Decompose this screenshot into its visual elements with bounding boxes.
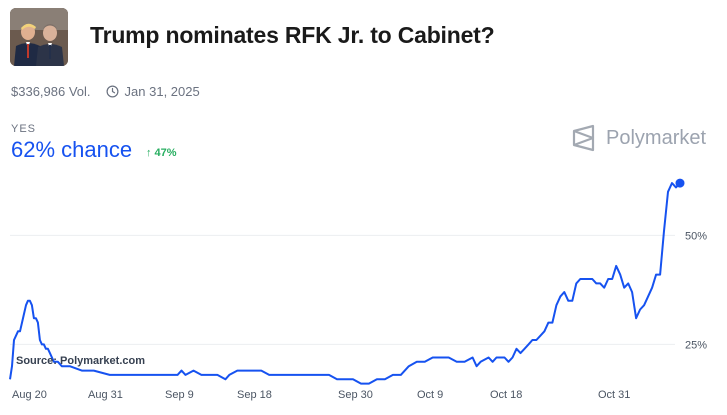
x-tick-label: Sep 9: [165, 389, 194, 401]
volume-text: $336,986 Vol.: [11, 84, 91, 99]
y-tick-label: 25%: [685, 339, 707, 351]
x-tick-label: Sep 30: [338, 389, 373, 401]
x-axis-ticks: Aug 20 Aug 31 Sep 9 Sep 18 Sep 30 Oct 9 Oct 18…: [12, 389, 630, 401]
y-tick-label: 50%: [685, 230, 707, 242]
x-tick-label: Oct 9: [417, 389, 443, 401]
series-line-yes: [9, 182, 681, 385]
page-title: Trump nominates RFK Jr. to Cabinet?: [90, 22, 495, 48]
polymarket-logo: Polymarket: [570, 124, 706, 152]
market-meta: $336,986 Vol. Jan 31, 2025: [11, 84, 200, 99]
source-label: Source: Polymarket.com: [16, 355, 145, 367]
x-tick-label: Oct 31: [598, 389, 630, 401]
clock-icon: [106, 85, 119, 98]
x-tick-label: Sep 18: [237, 389, 272, 401]
outcome-label: YES: [11, 123, 37, 135]
change-badge: ↑ 47%: [146, 147, 177, 159]
x-tick-label: Aug 20: [12, 389, 47, 401]
chart-gridlines: [10, 234, 675, 345]
y-axis-ticks: 25% 50%: [685, 230, 707, 351]
end-date-text: Jan 31, 2025: [124, 84, 200, 99]
polymarket-logo-icon: [572, 124, 595, 152]
x-tick-label: Oct 18: [490, 389, 522, 401]
price-chart: 25% 50% Aug 20 Aug 31 Sep 9 Sep 18 Sep 30 Oct …: [9, 178, 707, 401]
x-tick-label: Aug 31: [88, 389, 123, 401]
brand-name: Polymarket: [606, 126, 707, 149]
candidates-photo-icon: [10, 8, 68, 66]
current-price-dot: [675, 178, 685, 188]
market-thumbnail: [10, 8, 68, 66]
chance-value: 62% chance: [11, 137, 133, 162]
